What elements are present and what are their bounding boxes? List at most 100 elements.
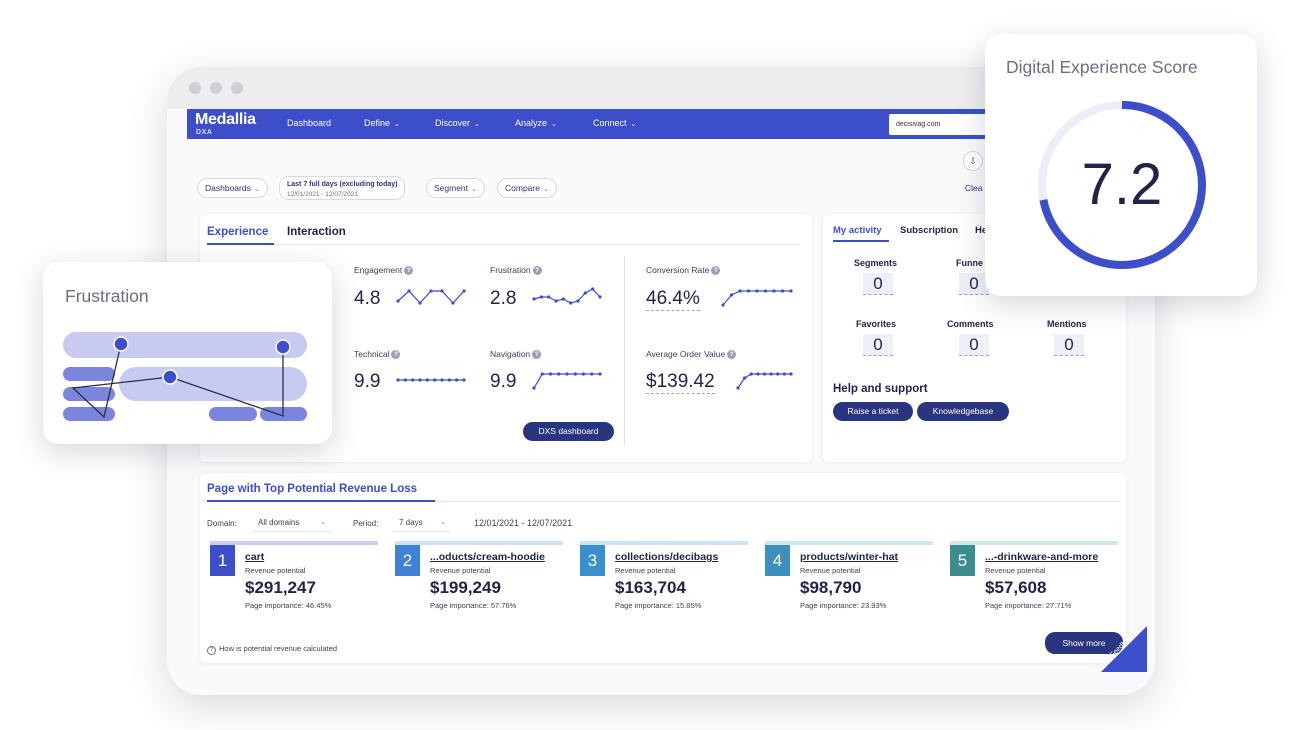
page-item-bar: #c9cef5 — [210, 541, 378, 545]
sparkline-point — [591, 287, 595, 291]
navigation-label: Navigation? — [490, 349, 542, 359]
sparkline-point — [598, 372, 602, 376]
feedback-tab-corner — [1101, 626, 1147, 672]
nav-discover[interactable]: Discover ⌄ — [435, 118, 480, 128]
average-order-value-value[interactable]: $139.42 — [646, 371, 715, 394]
comments-count[interactable]: 0 — [959, 334, 989, 356]
sparkline-point — [554, 299, 558, 303]
compare-label: Compare — [505, 183, 540, 193]
click-point-icon — [113, 336, 129, 352]
clear-filters-link[interactable]: Clea — [965, 183, 983, 193]
sparkline-point — [462, 378, 466, 382]
domain-select[interactable]: All domains ⌄ — [252, 514, 330, 532]
sparkline-point — [583, 291, 587, 295]
segment-dropdown[interactable]: Segment ⌄ — [426, 178, 485, 198]
window-minimize-dot[interactable] — [210, 82, 222, 94]
tab-my-activity[interactable]: My activity — [833, 225, 882, 236]
rank-badge: 4 — [765, 545, 790, 576]
sparkline-point — [462, 289, 466, 293]
nav-connect-label: Connect — [593, 118, 627, 128]
raise-ticket-button[interactable]: Raise a ticket — [833, 402, 913, 421]
page-item-bar: #d1e8e6 — [950, 541, 1118, 545]
segments-count[interactable]: 0 — [863, 273, 893, 295]
nav-connect[interactable]: Connect ⌄ — [593, 118, 636, 128]
window-close-dot[interactable] — [189, 82, 201, 94]
tab-interaction[interactable]: Interaction — [287, 226, 346, 238]
period-label: Period: — [353, 519, 379, 528]
help-icon[interactable]: ? — [532, 350, 542, 359]
sparkline-point — [569, 301, 573, 305]
page-path-link[interactable]: ...-drinkware-and-more — [985, 551, 1099, 563]
knowledgebase-button[interactable]: Knowledgebase — [917, 402, 1009, 421]
sparkline-point — [557, 372, 561, 376]
how-calculated-text: How is potential revenue calculated — [219, 644, 337, 653]
sparkline-point — [418, 378, 422, 382]
nav-define[interactable]: Define ⌄ — [364, 118, 400, 128]
sparkline-point — [772, 289, 776, 293]
page-path-link[interactable]: cart — [245, 551, 265, 563]
help-icon[interactable]: ? — [391, 350, 401, 359]
domain-label: Domain: — [207, 519, 237, 528]
sparkline-point — [729, 293, 734, 297]
active-tab-underline — [207, 243, 274, 245]
revenue-page-item: #d2e6ee4 products/winter-hat Revenue poten… — [765, 541, 933, 621]
revenue-page-item: #c9cef51 cart Revenue potential $291,247 Pag… — [210, 541, 378, 621]
period-select[interactable]: 7 days ⌄ — [393, 514, 450, 532]
average-order-value-label-text: Average Order Value — [646, 349, 726, 359]
page-path-link[interactable]: products/winter-hat — [800, 551, 899, 563]
dashboards-dropdown[interactable]: Dashboards ⌄ — [197, 178, 268, 198]
digital-experience-score-card: Digital Experience Score 7.2 — [985, 34, 1257, 296]
mentions-count[interactable]: 0 — [1054, 334, 1084, 356]
page-path-link[interactable]: ...oducts/cream-hoodie — [430, 551, 545, 563]
sparkline-point — [769, 372, 773, 376]
sparkline-point — [756, 372, 760, 376]
window-maximize-dot[interactable] — [231, 82, 243, 94]
medallia-logo[interactable]: Medallia — [195, 111, 256, 128]
sparkline-point — [749, 372, 753, 376]
revenue-potential-value: $57,608 — [985, 578, 1047, 597]
favorites-count[interactable]: 0 — [863, 334, 893, 356]
frustration-card: Frustration — [43, 262, 332, 444]
tab-help[interactable]: He — [975, 225, 988, 236]
download-button[interactable]: ⇩ — [963, 151, 983, 171]
active-tab-underline — [833, 240, 889, 242]
help-icon[interactable]: ? — [532, 266, 542, 275]
title-divider — [207, 501, 1119, 502]
tab-experience[interactable]: Experience — [207, 226, 269, 238]
conversion-rate-value[interactable]: 46.4% — [646, 288, 700, 311]
revenue-potential-value: $199,249 — [430, 578, 501, 597]
sparkline-point — [447, 378, 451, 382]
score-gauge: 7.2 — [1038, 101, 1206, 269]
question-circle-icon: ? — [207, 646, 216, 655]
revenue-potential-label: Revenue potential — [985, 566, 1046, 575]
rank-badge: 5 — [950, 545, 975, 576]
sparkline-point — [561, 297, 565, 301]
compare-dropdown[interactable]: Compare ⌄ — [497, 178, 557, 198]
help-icon[interactable]: ? — [711, 266, 721, 275]
date-range-dropdown[interactable]: Last 7 full days (excluding today) 12/01… — [279, 176, 406, 200]
illustration-bar — [209, 407, 257, 421]
help-icon[interactable]: ? — [404, 266, 414, 275]
feedback-tab[interactable]: Feedback — [1087, 612, 1147, 672]
tab-subscription[interactable]: Subscription — [900, 225, 959, 236]
nav-analyze[interactable]: Analyze ⌄ — [515, 118, 557, 128]
revenue-potential-value: $291,247 — [245, 578, 316, 597]
how-calculated-link[interactable]: ? How is potential revenue calculated — [207, 644, 337, 655]
navigation-sparkline — [532, 372, 602, 390]
nav-dashboard[interactable]: Dashboard — [287, 118, 331, 128]
sparkline-point — [746, 289, 751, 293]
average-order-value-label: Average Order Value? — [646, 349, 737, 359]
click-point-icon — [275, 339, 291, 355]
dxs-dashboard-button[interactable]: DXS dashboard — [523, 422, 614, 441]
sparkline-point — [565, 372, 569, 376]
logo-subtitle: DXA — [196, 129, 213, 136]
help-icon[interactable]: ? — [727, 350, 737, 359]
sparkline-point — [532, 297, 536, 301]
navigation-value: 9.9 — [490, 371, 517, 392]
page-importance: Page importance: 27.71% — [985, 601, 1072, 610]
tab-divider — [207, 244, 799, 245]
funnels-count[interactable]: 0 — [959, 273, 989, 295]
navigation-label-text: Navigation — [490, 349, 531, 359]
chevron-down-icon: ⌄ — [474, 121, 480, 128]
page-path-link[interactable]: collections/decibags — [615, 551, 719, 563]
